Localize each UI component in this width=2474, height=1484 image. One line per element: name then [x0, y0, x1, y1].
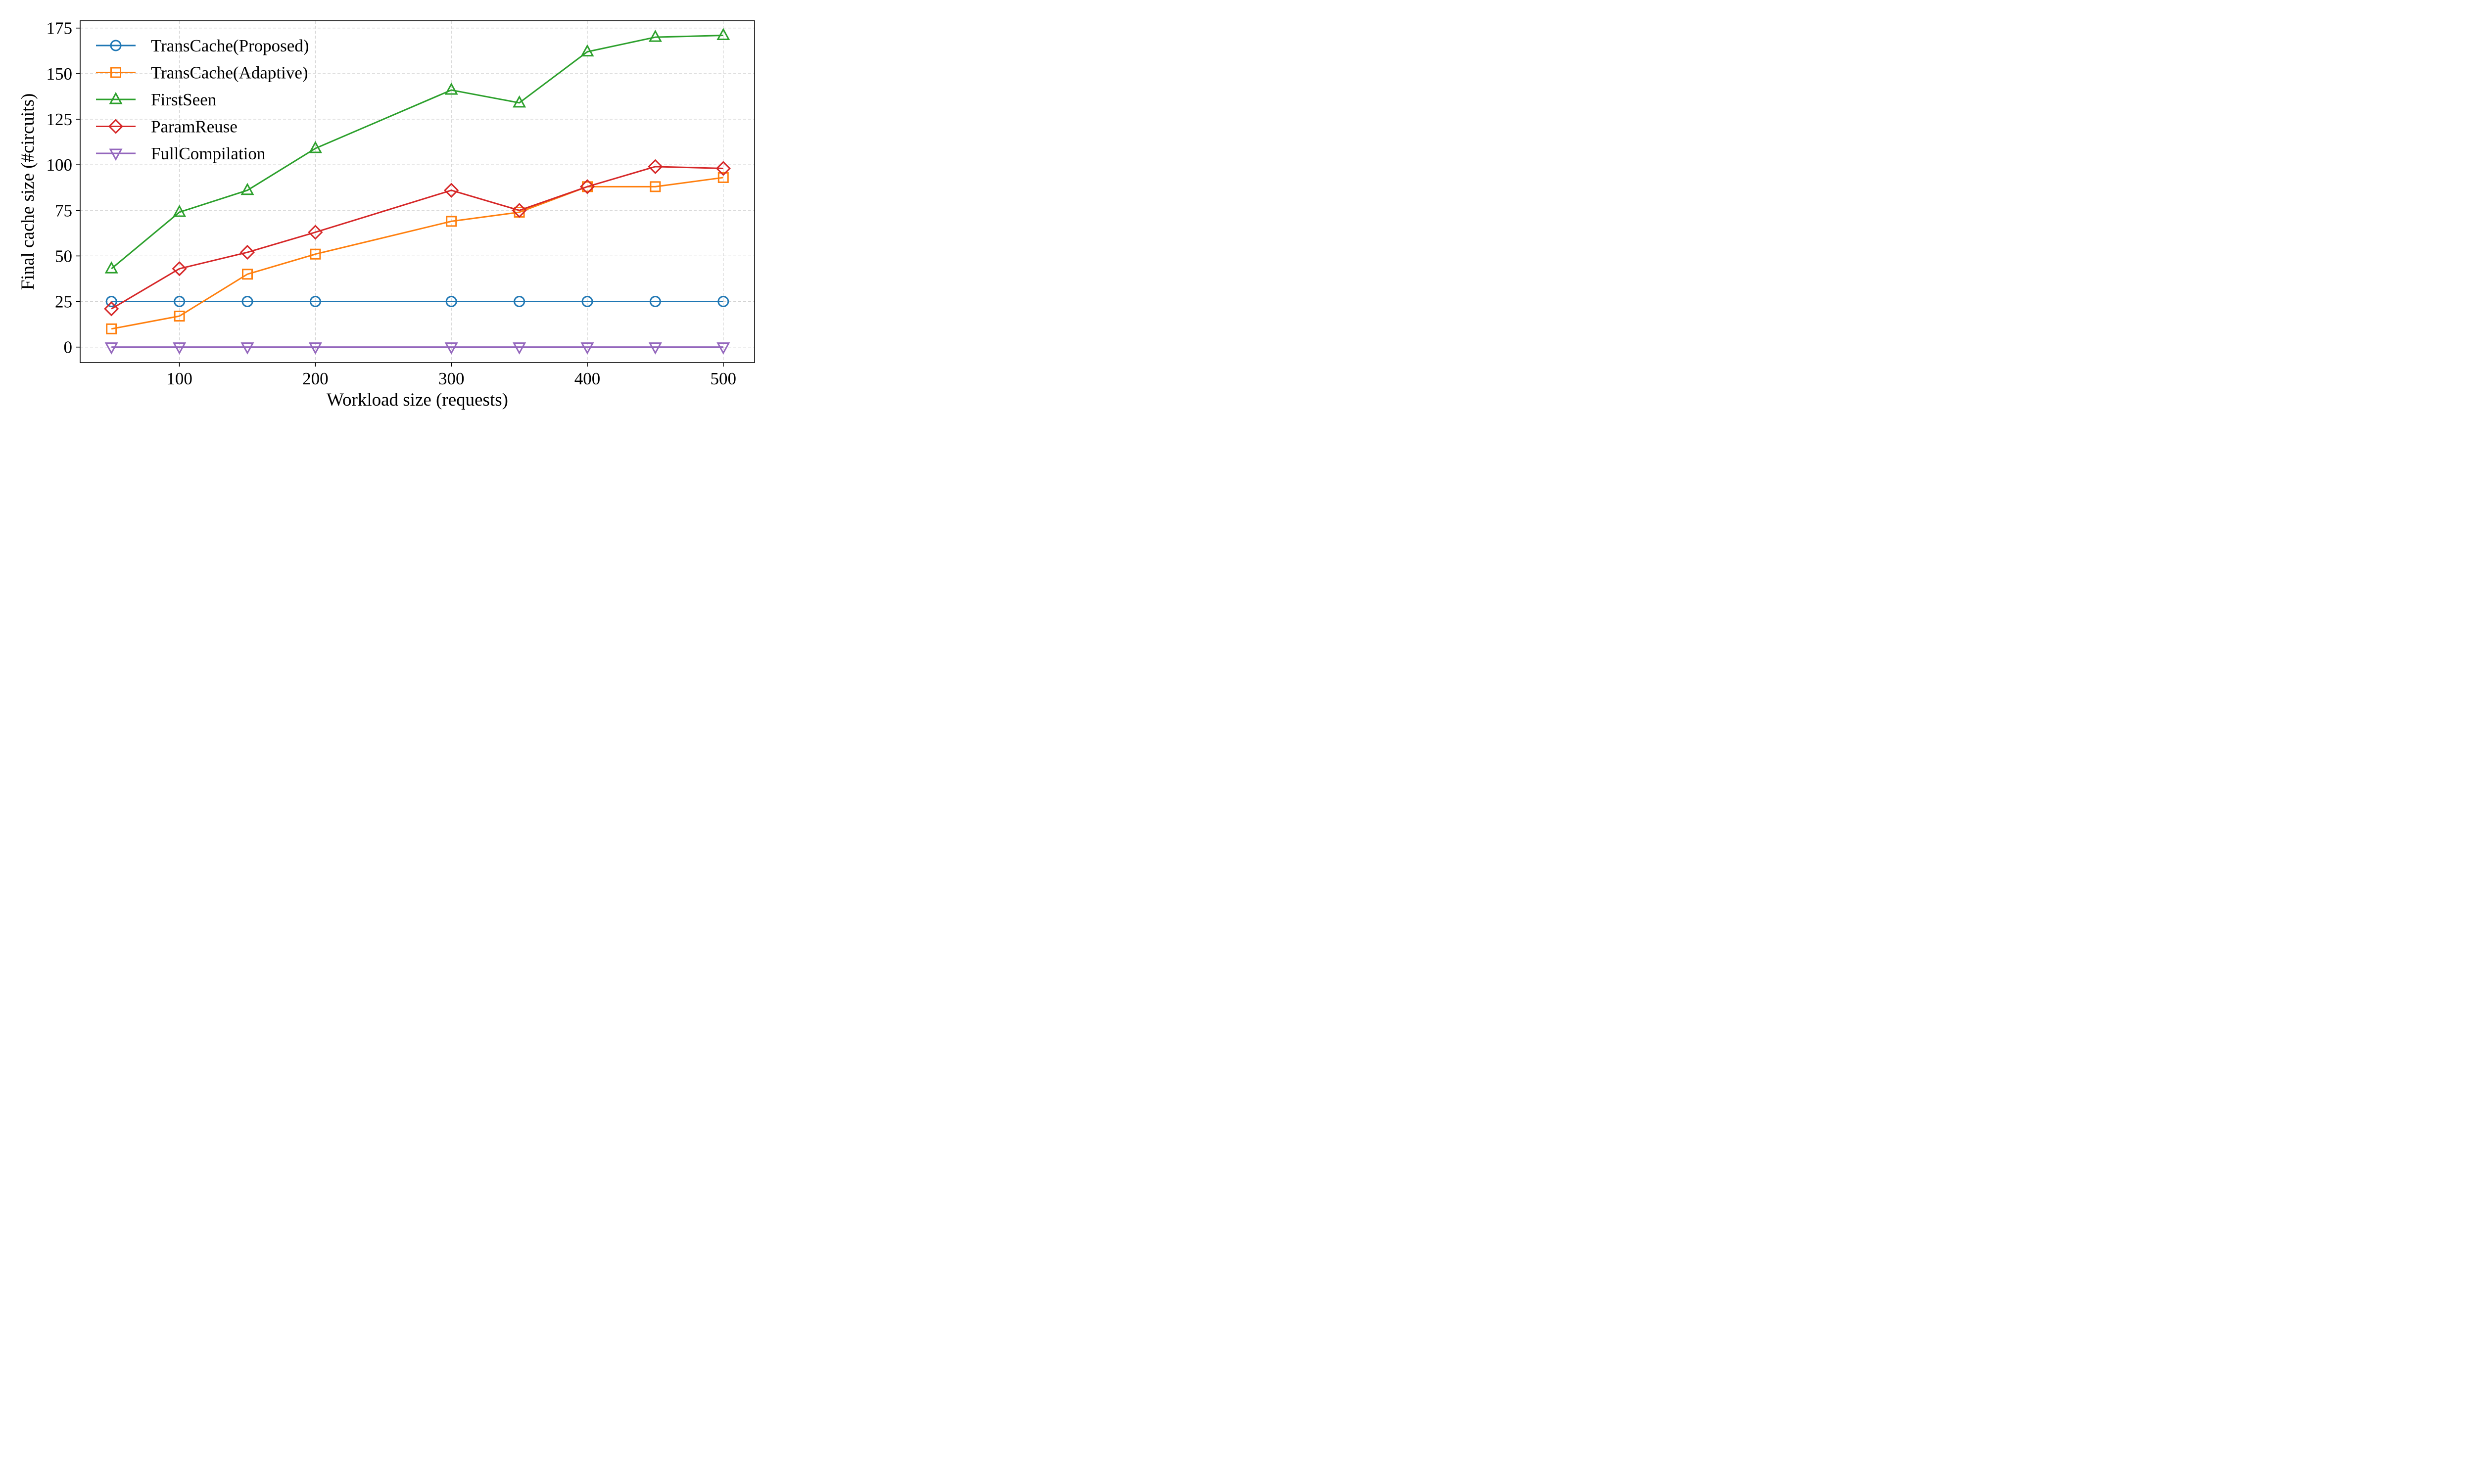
data-point-paramreuse	[104, 301, 119, 317]
y-tick-label: 50	[55, 246, 72, 266]
data-point-paramreuse	[579, 179, 595, 194]
legend-marker-transcache-proposed	[110, 40, 122, 51]
x-tick-label: 100	[166, 369, 192, 388]
y-tick-label: 125	[47, 110, 73, 129]
data-point-transcache-adaptive	[174, 311, 185, 322]
y-tick-label: 175	[47, 19, 73, 38]
legend-label-firstseen: FirstSeen	[151, 90, 216, 109]
series-line-transcache-adaptive	[111, 177, 723, 330]
data-point-paramreuse	[512, 203, 527, 218]
data-point-paramreuse	[648, 159, 663, 174]
y-tick-label: 0	[64, 338, 73, 357]
data-point-fullcompilation	[580, 342, 594, 355]
data-point-fullcompilation	[444, 342, 458, 355]
data-point-paramreuse	[239, 244, 255, 260]
x-tick-label: 200	[302, 369, 329, 388]
data-point-transcache-adaptive	[650, 181, 661, 192]
series-lines	[111, 34, 723, 348]
data-point-fullcompilation	[648, 342, 662, 355]
data-point-fullcompilation	[716, 342, 730, 355]
series-line-firstseen	[111, 34, 723, 270]
legend-marker-paramreuse	[108, 119, 124, 134]
legend-marker-transcache-adaptive	[110, 67, 121, 78]
data-point-firstseen	[308, 140, 322, 153]
data-point-paramreuse	[715, 161, 731, 176]
series-line-paramreuse	[111, 166, 723, 310]
legend: TransCache(Proposed) TransCache(Adaptive)…	[96, 36, 309, 163]
y-tick-label: 25	[55, 292, 72, 312]
data-point-firstseen	[648, 30, 662, 42]
data-point-transcache-adaptive	[717, 172, 729, 183]
data-point-transcache-adaptive	[310, 248, 321, 260]
data-point-paramreuse	[308, 225, 323, 240]
y-tick-label: 150	[47, 64, 73, 84]
data-point-firstseen	[173, 204, 187, 217]
data-point-fullcompilation	[513, 342, 526, 355]
data-point-transcache-proposed	[514, 296, 525, 308]
data-point-paramreuse	[172, 261, 187, 277]
series-markers	[104, 28, 731, 355]
data-point-firstseen	[716, 28, 730, 40]
data-point-transcache-proposed	[649, 296, 661, 308]
data-point-firstseen	[513, 95, 526, 108]
data-point-transcache-adaptive	[242, 269, 253, 280]
x-axis-label: Workload size (requests)	[327, 390, 508, 410]
x-tick-label: 500	[711, 369, 737, 388]
x-tick-label: 400	[574, 369, 601, 388]
legend-label-transcache-adaptive: TransCache(Adaptive)	[151, 63, 308, 83]
data-point-transcache-proposed	[105, 296, 117, 308]
chart-figure: 100 200 300 400 500 0 25 50 75 100 125 150 175 Workl…	[0, 0, 776, 431]
legend-label-transcache-proposed: TransCache(Proposed)	[151, 36, 309, 55]
data-point-firstseen	[580, 44, 594, 57]
legend-label-fullcompilation: FullCompilation	[151, 144, 265, 163]
data-point-transcache-adaptive	[581, 181, 593, 192]
data-point-paramreuse	[444, 183, 459, 198]
data-point-transcache-proposed	[309, 296, 321, 308]
axis-ticks: 100 200 300 400 500 0 25 50 75 100 125 150 175	[47, 19, 737, 388]
data-point-fullcompilation	[104, 342, 118, 355]
data-point-firstseen	[104, 261, 118, 274]
plot-frame	[80, 20, 755, 363]
y-tick-label: 75	[55, 201, 72, 220]
data-point-transcache-adaptive	[446, 216, 457, 227]
y-axis-label: Final cache size (#circuits)	[18, 93, 38, 290]
y-tick-label: 100	[47, 155, 73, 175]
data-point-firstseen	[240, 183, 254, 195]
data-point-fullcompilation	[308, 342, 322, 355]
data-point-transcache-proposed	[174, 296, 186, 308]
data-point-transcache-proposed	[717, 296, 729, 308]
x-tick-label: 300	[438, 369, 465, 388]
legend-marker-firstseen	[109, 92, 123, 104]
line-chart: 100 200 300 400 500 0 25 50 75 100 125 150 175 Workl…	[18, 19, 755, 410]
data-point-transcache-proposed	[445, 296, 457, 308]
data-point-transcache-adaptive	[106, 323, 117, 334]
data-point-fullcompilation	[240, 342, 254, 355]
data-point-firstseen	[444, 82, 458, 95]
data-point-transcache-proposed	[241, 296, 253, 308]
legend-label-paramreuse: ParamReuse	[151, 117, 238, 137]
data-point-transcache-proposed	[581, 296, 593, 308]
data-point-fullcompilation	[173, 342, 187, 355]
legend-marker-fullcompilation	[109, 148, 123, 161]
